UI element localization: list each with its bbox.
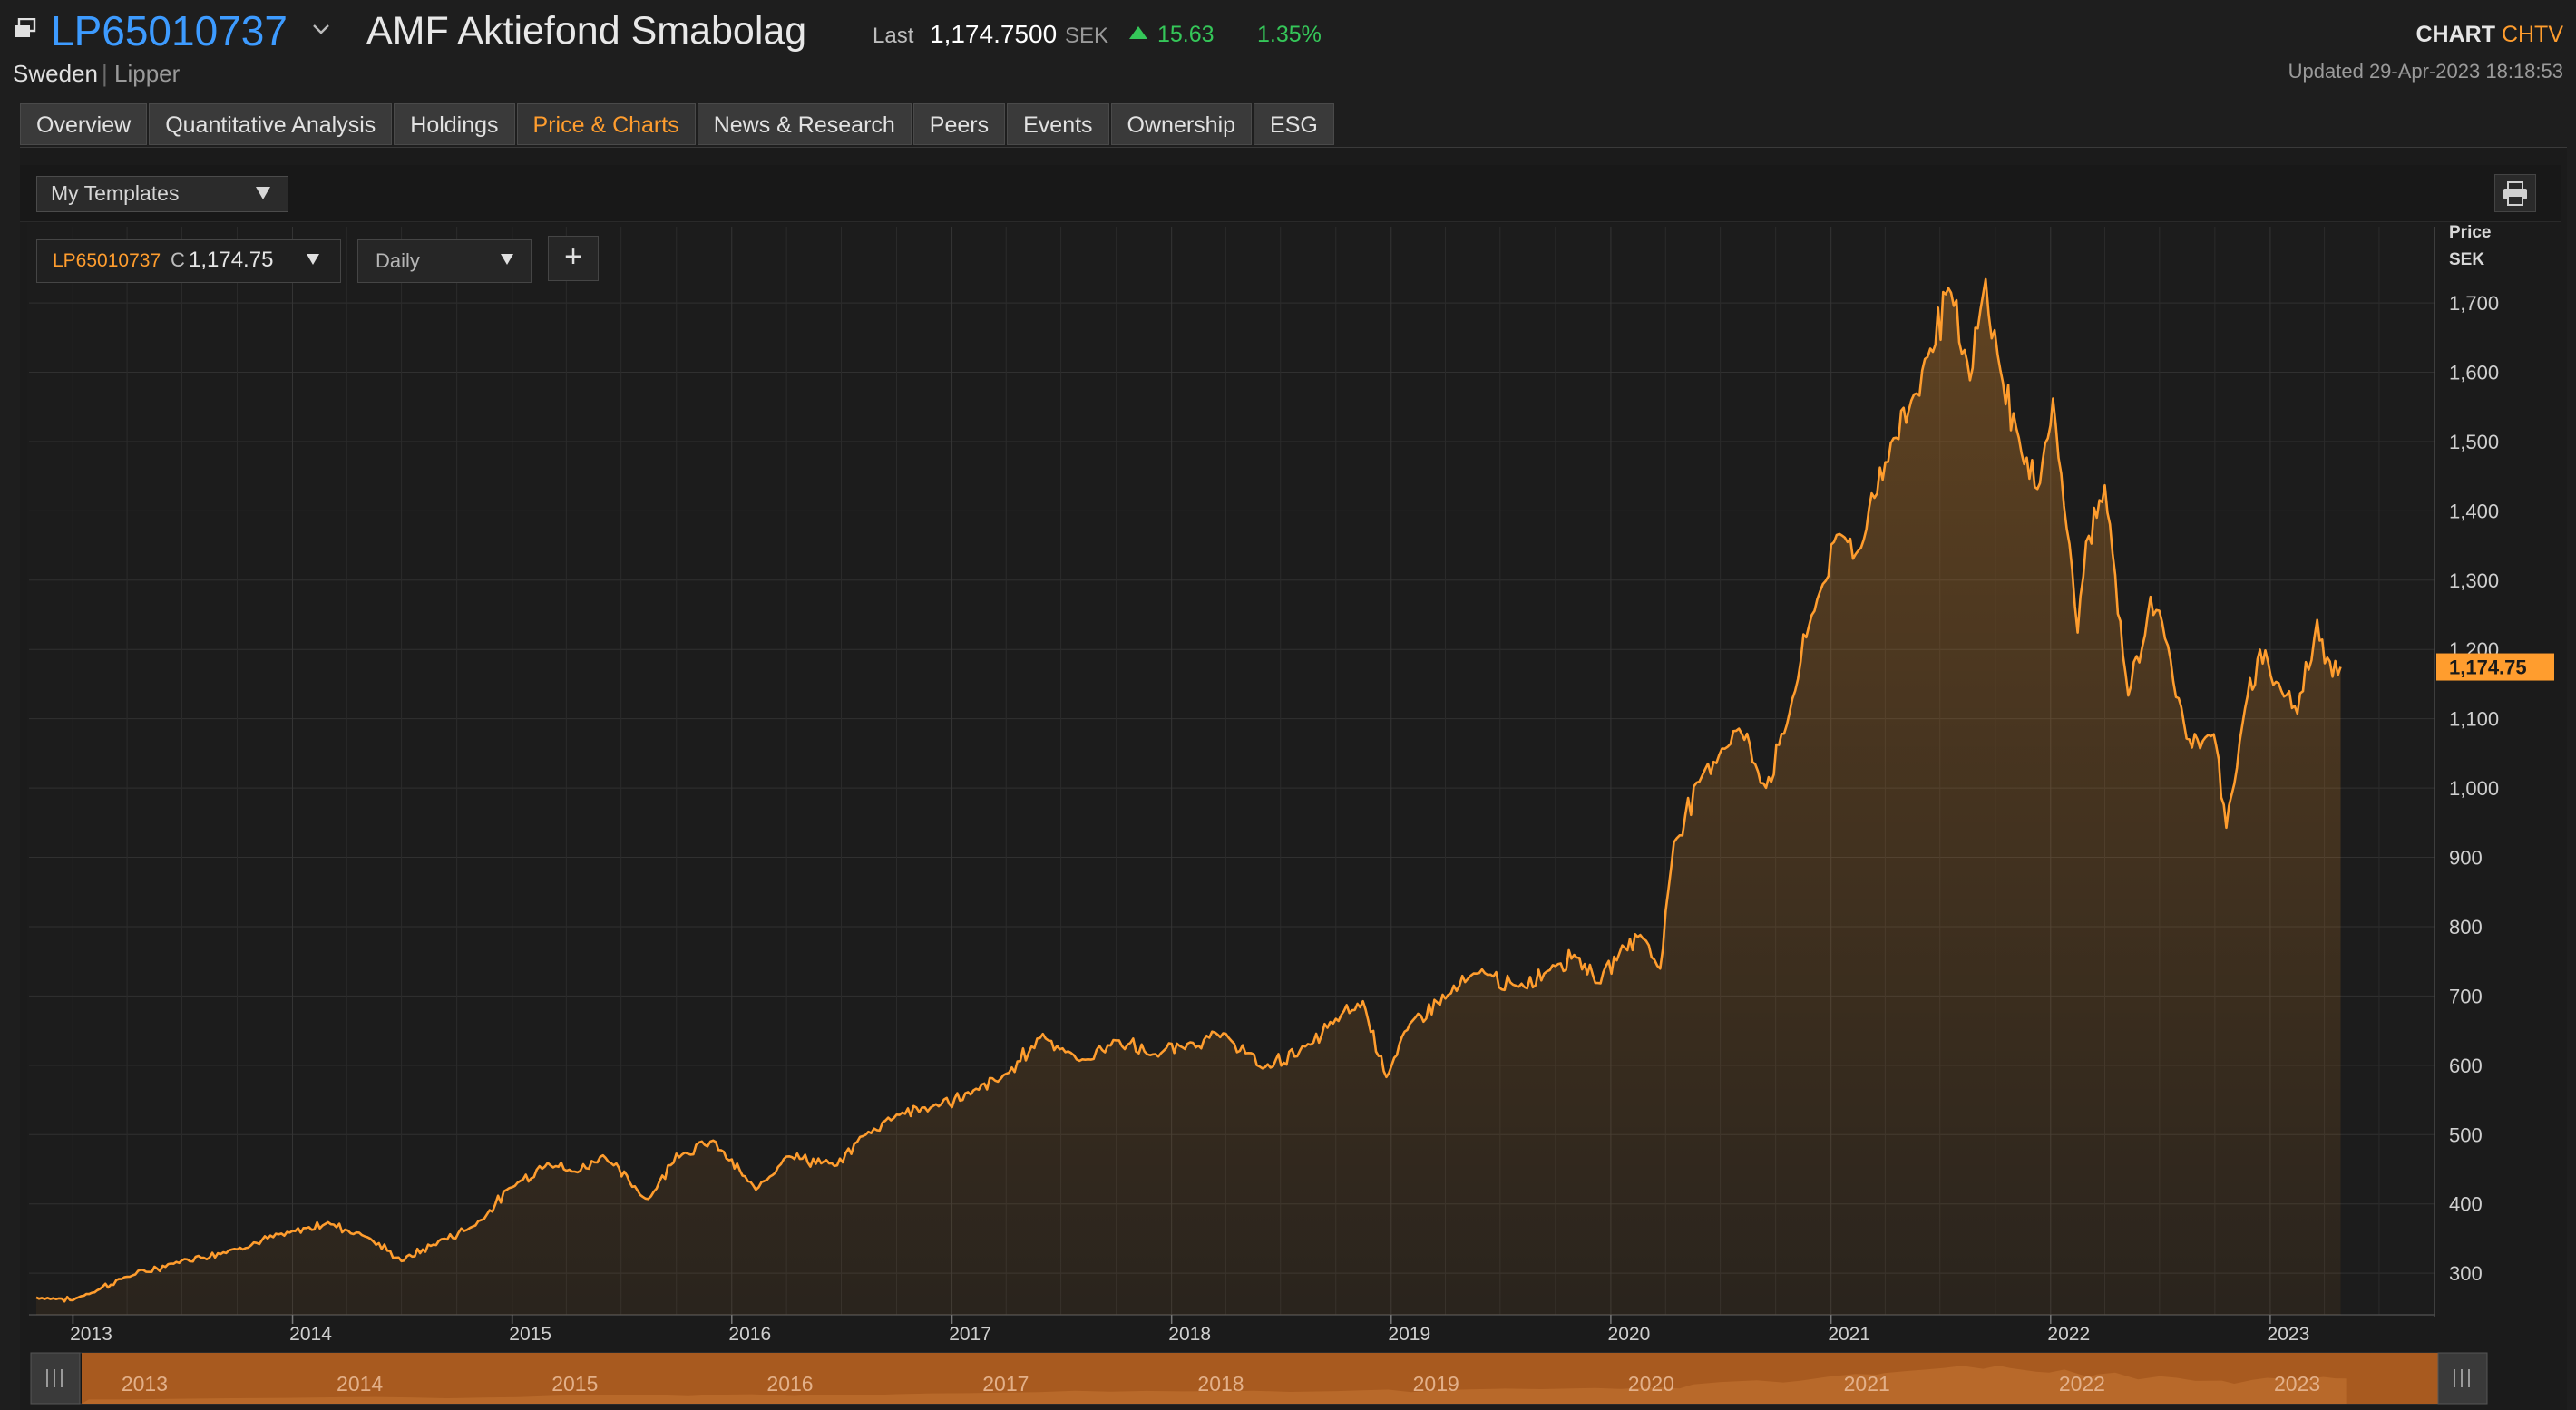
instrument-field-label: C: [171, 248, 185, 271]
x-tick-label: 2022: [2047, 1324, 2090, 1345]
navigator-year-label: 2017: [982, 1372, 1029, 1395]
x-tick-label: 2015: [509, 1324, 551, 1345]
x-tick-label: 2020: [1608, 1324, 1651, 1345]
y-axis-title: Price: [2449, 223, 2492, 242]
x-tick-label: 2014: [289, 1324, 332, 1345]
navigator-year-label: 2014: [337, 1372, 383, 1395]
updated-timestamp: Updated 29-Apr-2023 18:18:53: [2288, 60, 2563, 83]
templates-dropdown[interactable]: [36, 176, 288, 212]
tab-price-and-charts[interactable]: Price & Charts: [516, 103, 696, 145]
x-tick-label: 2019: [1388, 1324, 1430, 1345]
templates-dropdown-label: My Templates: [51, 181, 180, 205]
app-name: CHART: [2415, 22, 2495, 47]
window-restore-icon[interactable]: [13, 18, 36, 40]
dropdown-arrow-icon: [256, 187, 270, 199]
instrument-close-value: 1,174.75: [189, 248, 274, 272]
frequency-dropdown[interactable]: [357, 239, 532, 283]
y-tick-label: 900: [2449, 847, 2483, 870]
last-price-value: 1,174.7500: [930, 20, 1058, 48]
navigator-year-label: 2013: [122, 1372, 168, 1395]
tab-quantitative-analysis[interactable]: Quantitative Analysis: [149, 103, 393, 145]
price-area-fill: [36, 278, 2341, 1315]
navigator-year-label: 2021: [1844, 1372, 1890, 1395]
navigator-year-label: 2020: [1628, 1372, 1674, 1395]
navigator-year-label: 2018: [1197, 1372, 1244, 1395]
last-price-marker-label: 1,174.75: [2449, 656, 2527, 679]
navigator-year-label: 2023: [2274, 1372, 2320, 1395]
x-tick-label: 2016: [728, 1324, 771, 1345]
data-source-label: Lipper: [114, 60, 181, 87]
dropdown-arrow-icon[interactable]: [305, 252, 321, 267]
print-button[interactable]: [2494, 174, 2536, 212]
fund-name: AMF Aktiefond Smabolag: [366, 9, 807, 53]
tab-events[interactable]: Events: [1007, 103, 1109, 145]
price-series-line: [35, 277, 2342, 1303]
app-code[interactable]: CHTV: [2501, 22, 2563, 47]
subtitle-separator: |: [102, 60, 108, 87]
printer-icon: [2503, 181, 2527, 206]
tab-overview[interactable]: Overview: [20, 103, 148, 145]
frequency-dropdown-label: Daily: [376, 249, 420, 272]
navigator-year-label: 2015: [551, 1372, 598, 1395]
tab-holdings[interactable]: Holdings: [394, 103, 515, 145]
instrument-selector-code: LP65010737: [53, 250, 161, 271]
y-tick-label: 1,500: [2449, 431, 2499, 453]
x-tick-label: 2021: [1828, 1324, 1870, 1345]
y-tick-label: 800: [2449, 916, 2483, 938]
dropdown-arrow-icon: [501, 254, 513, 265]
y-tick-label: 1,700: [2449, 292, 2499, 315]
up-arrow-icon: [1129, 26, 1147, 39]
navigator-year-label: 2022: [2059, 1372, 2105, 1395]
y-tick-label: 300: [2449, 1262, 2483, 1285]
y-tick-label: 1,300: [2449, 569, 2499, 592]
country-label: Sweden: [13, 60, 98, 87]
last-price-label: Last: [873, 24, 914, 48]
instrument-selector[interactable]: [36, 239, 341, 283]
last-price-marker: [2436, 653, 2554, 681]
chevron-down-icon[interactable]: [310, 18, 332, 40]
tab-ownership[interactable]: Ownership: [1110, 103, 1253, 145]
x-tick-label: 2023: [2268, 1324, 2310, 1345]
y-tick-label: 1,400: [2449, 500, 2499, 522]
add-series-button[interactable]: +: [548, 236, 599, 281]
x-tick-label: 2013: [70, 1324, 112, 1345]
navigator-year-label: 2016: [766, 1372, 813, 1395]
y-tick-label: 1,100: [2449, 708, 2499, 731]
y-tick-label: 400: [2449, 1193, 2483, 1216]
tab-esg[interactable]: ESG: [1254, 103, 1334, 145]
navigator-left-handle[interactable]: [30, 1352, 81, 1405]
tab-bar: Overview Quantitative Analysis Holdings …: [20, 103, 1334, 145]
price-change-percent: 1.35%: [1257, 22, 1322, 47]
navigator-year-label: 2019: [1413, 1372, 1459, 1395]
navigator-right-handle[interactable]: [2437, 1352, 2488, 1405]
x-tick-label: 2018: [1168, 1324, 1211, 1345]
instrument-code[interactable]: LP65010737: [51, 7, 288, 54]
y-tick-label: 1,600: [2449, 362, 2499, 384]
y-tick-label: 600: [2449, 1055, 2483, 1077]
tab-peers[interactable]: Peers: [912, 103, 1006, 145]
app-identifier: CHART CHTV: [2415, 22, 2563, 48]
y-axis-unit: SEK: [2449, 250, 2485, 269]
tab-news-and-research[interactable]: News & Research: [697, 103, 912, 145]
x-tick-label: 2017: [949, 1324, 991, 1345]
navigator-sparkline: [82, 1366, 2347, 1404]
chart-toolbar: [20, 165, 2561, 222]
y-tick-label: 1,000: [2449, 777, 2499, 800]
y-tick-label: 700: [2449, 985, 2483, 1007]
price-change: 15.63: [1157, 22, 1215, 47]
y-tick-label: 500: [2449, 1123, 2483, 1146]
currency-label: SEK: [1065, 24, 1109, 48]
